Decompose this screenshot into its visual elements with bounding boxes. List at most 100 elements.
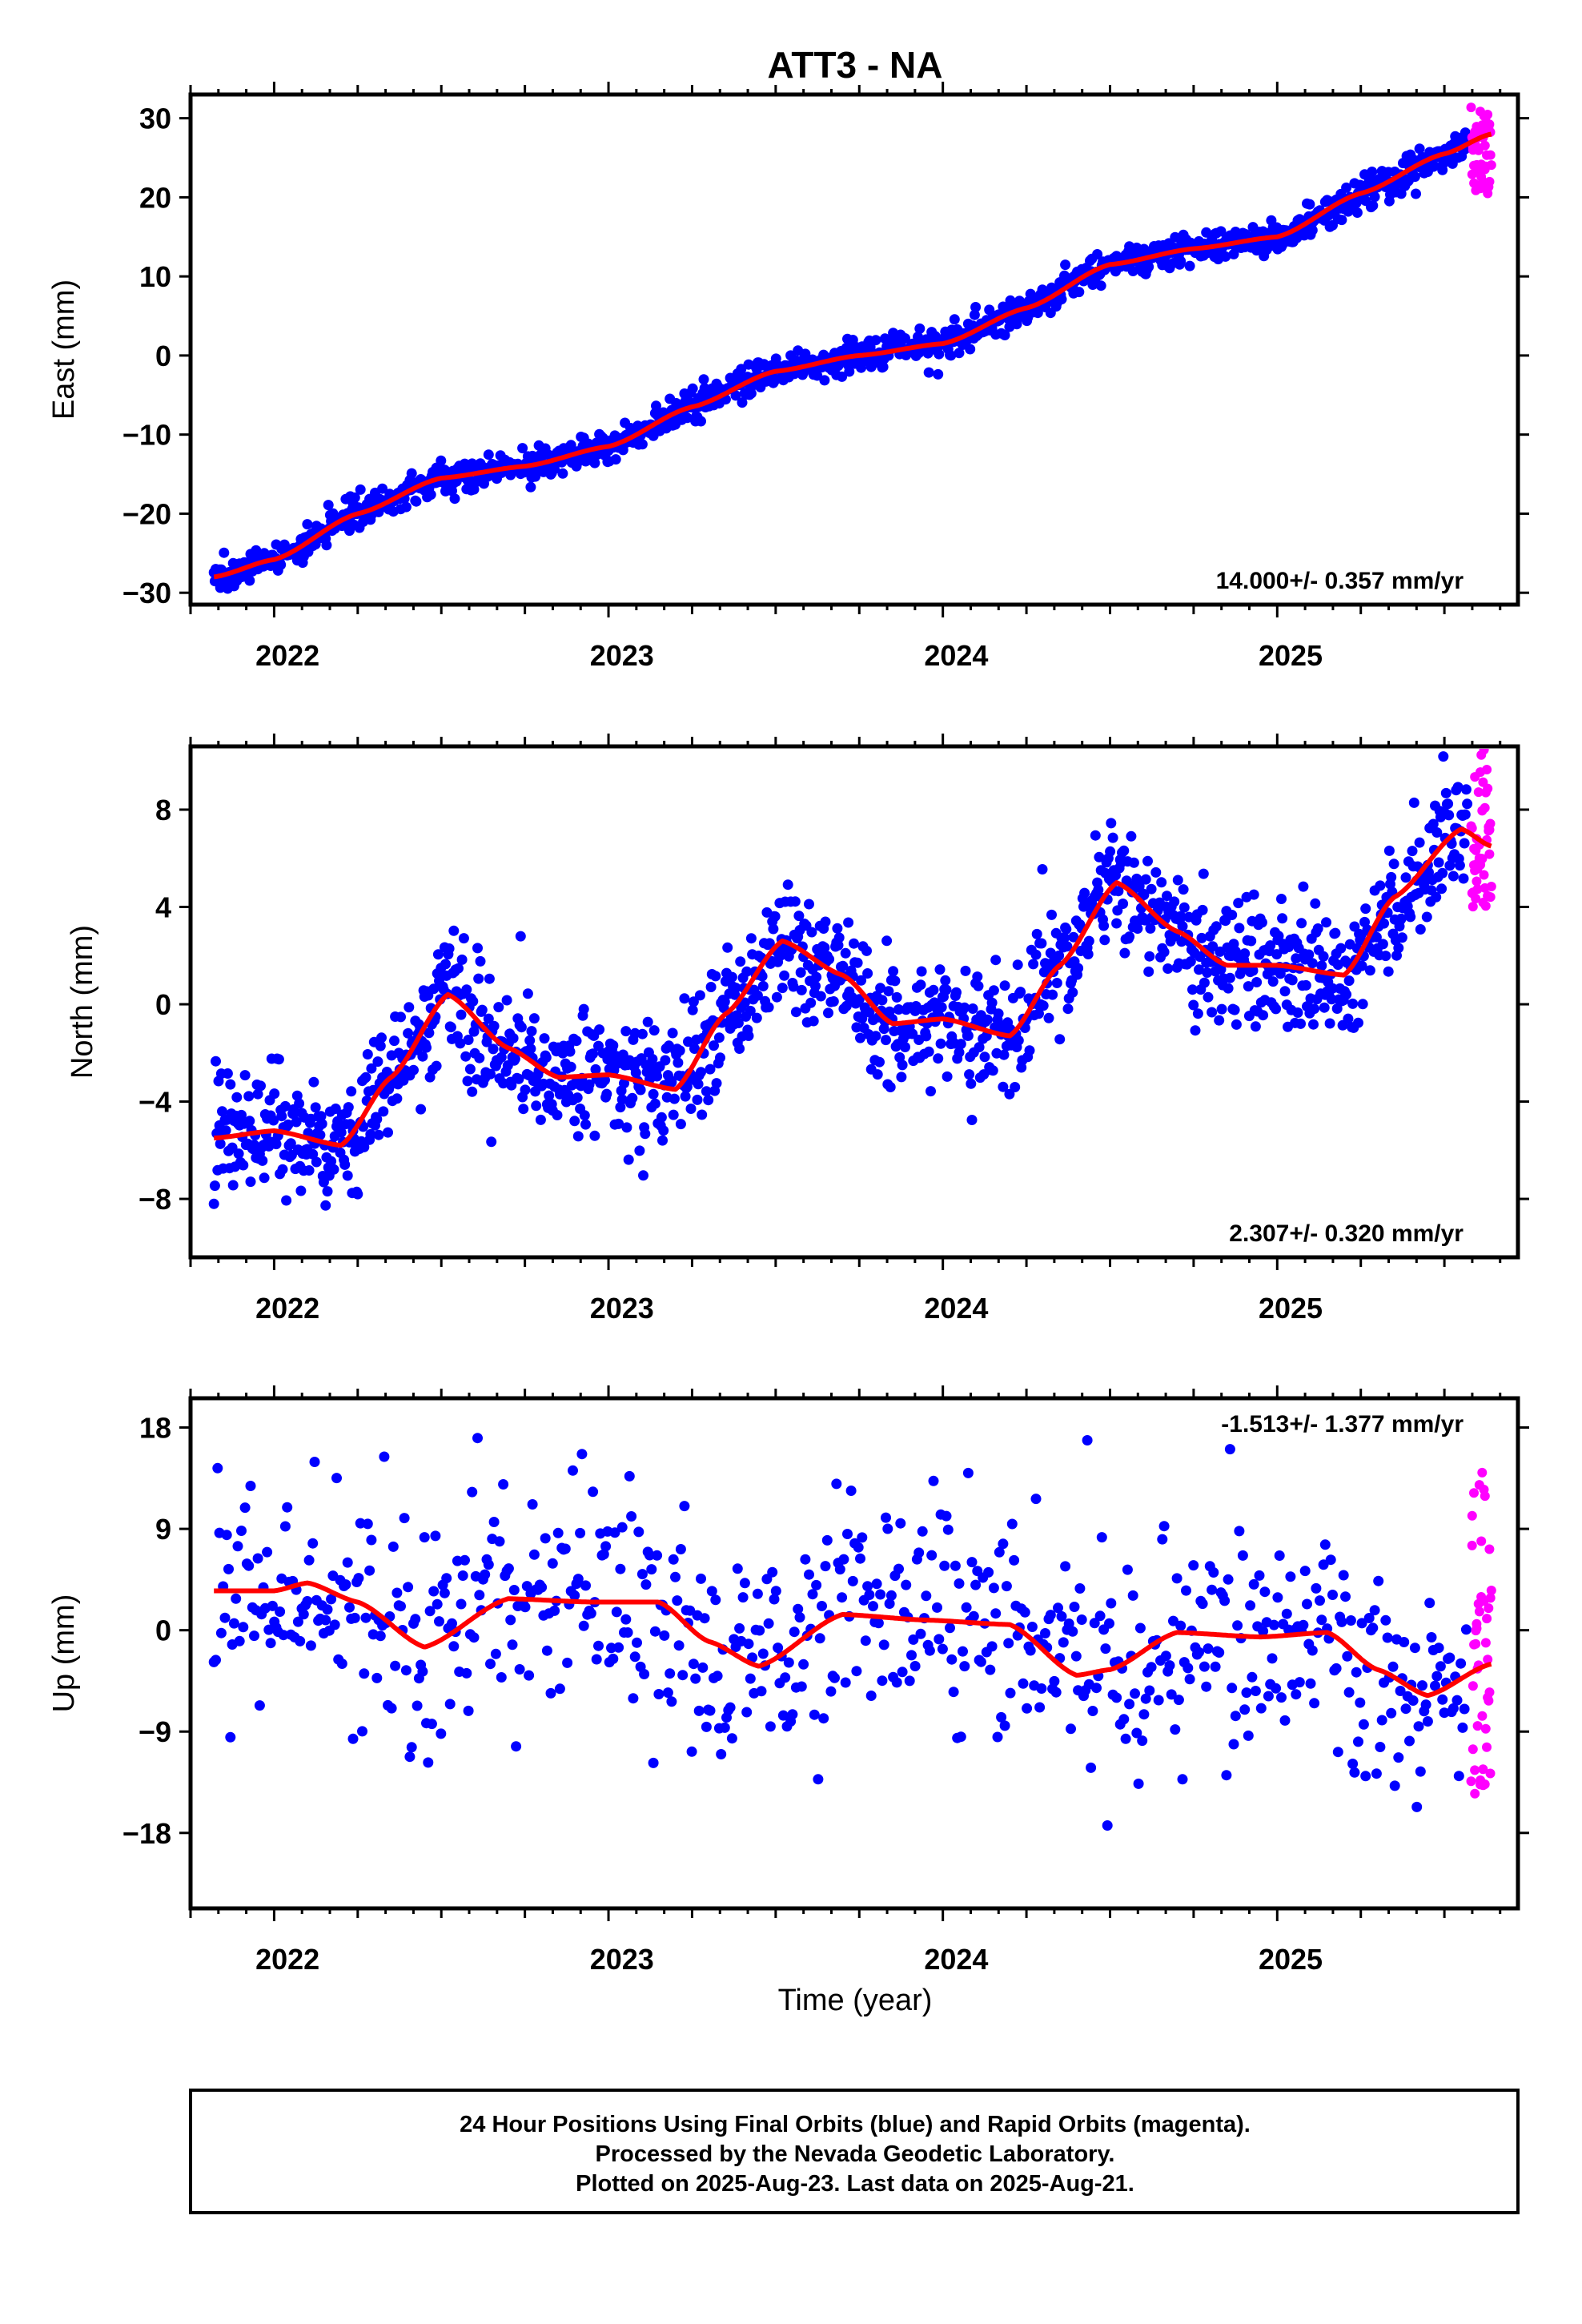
up-final-point <box>1133 1778 1144 1789</box>
up-final-point <box>320 1614 331 1626</box>
up-final-point <box>507 1639 518 1651</box>
east-final-point <box>1351 207 1363 218</box>
north-final-point <box>578 1003 589 1015</box>
up-final-point <box>1120 1733 1131 1744</box>
north-final-point <box>1375 880 1386 891</box>
north-final-point <box>764 938 775 949</box>
up-rapid-point <box>1477 1711 1488 1721</box>
up-final-point <box>396 1601 406 1612</box>
up-final-point <box>1137 1735 1148 1747</box>
north-final-point <box>777 983 788 994</box>
north-final-point <box>885 1082 896 1092</box>
up-final-point <box>1271 1683 1282 1694</box>
up-final-point <box>1453 1771 1464 1782</box>
up-final-point <box>1338 1570 1349 1581</box>
north-final-point <box>1421 911 1432 923</box>
north-final-point <box>833 939 844 951</box>
north-final-point <box>1090 830 1101 841</box>
north-final-point <box>998 1081 1009 1092</box>
up-final-point <box>1130 1688 1140 1699</box>
north-final-point <box>476 1004 488 1015</box>
east-final-point <box>877 361 889 372</box>
up-final-point <box>948 1687 959 1698</box>
up-final-point <box>1168 1615 1178 1626</box>
up-final-point <box>483 1559 494 1570</box>
north-final-point <box>1431 827 1443 838</box>
north-final-point <box>515 931 526 942</box>
north-rapid-point <box>1483 783 1493 794</box>
north-final-point <box>619 1078 629 1089</box>
north-final-point <box>713 1032 725 1043</box>
north-final-point <box>1239 948 1251 959</box>
north-final-point <box>1156 877 1167 888</box>
east-final-point <box>517 443 528 454</box>
north-final-point <box>456 954 468 965</box>
up-final-point <box>1091 1683 1102 1694</box>
east-final-point <box>1127 266 1138 276</box>
up-final-point <box>1146 1662 1157 1673</box>
up-final-point <box>1219 1595 1231 1606</box>
up-final-point <box>673 1640 685 1651</box>
up-final-point <box>878 1639 889 1651</box>
north-final-point <box>421 1042 432 1053</box>
up-final-point <box>818 1713 829 1724</box>
north-final-point <box>962 1030 974 1041</box>
up-final-point <box>1457 1722 1468 1733</box>
up-final-point <box>223 1563 234 1574</box>
north-final-point <box>1187 984 1198 995</box>
up-rapid-point <box>1485 1768 1496 1779</box>
north-ytick-label: 0 <box>155 988 171 1021</box>
east-final-point <box>999 330 1010 340</box>
up-final-point <box>1460 1624 1472 1635</box>
east-final-point <box>483 449 494 460</box>
north-final-point <box>1105 846 1116 857</box>
up-final-point <box>1067 1626 1078 1637</box>
north-final-point <box>307 1148 319 1160</box>
north-rapid-point <box>1486 882 1496 891</box>
north-xtick-label: 2022 <box>255 1292 319 1325</box>
north-final-point <box>458 933 469 944</box>
up-final-point <box>909 1661 921 1671</box>
east-ytick-label: 10 <box>139 260 171 293</box>
up-final-point <box>699 1613 710 1624</box>
up-final-point <box>434 1616 444 1627</box>
north-final-point <box>877 995 888 1006</box>
up-final-point <box>613 1642 624 1653</box>
up-final-point <box>569 1590 580 1601</box>
north-final-point <box>375 1040 386 1051</box>
up-final-point <box>211 1655 221 1666</box>
north-final-point <box>1436 883 1447 895</box>
north-final-point <box>1098 920 1110 931</box>
up-final-point <box>1452 1695 1463 1706</box>
north-final-point <box>322 1186 333 1197</box>
north-final-point <box>403 1027 414 1039</box>
north-final-point <box>701 1086 712 1097</box>
north-final-point <box>705 1063 716 1075</box>
up-final-point <box>668 1554 679 1565</box>
east-xtick-label: 2022 <box>255 639 319 672</box>
up-final-point <box>1353 1736 1363 1747</box>
up-final-point <box>1173 1695 1184 1706</box>
north-final-point <box>431 1060 442 1072</box>
north-rapid-point <box>1471 894 1481 903</box>
north-final-point <box>1162 963 1174 974</box>
north-final-point <box>1216 1003 1227 1015</box>
north-final-point <box>923 1046 934 1057</box>
north-final-point <box>679 993 690 1004</box>
east-final-point <box>549 464 560 474</box>
up-final-point <box>528 1549 540 1560</box>
up-final-point <box>1367 1622 1379 1634</box>
up-final-point <box>881 1512 891 1523</box>
north-final-point <box>635 1084 646 1096</box>
up-final-point <box>503 1563 514 1574</box>
up-final-point <box>1259 1586 1271 1598</box>
east-final-point <box>837 371 848 382</box>
up-final-point <box>1063 1618 1074 1629</box>
north-final-point <box>1024 1045 1035 1056</box>
up-final-point <box>1315 1595 1325 1606</box>
up-final-point <box>1158 1521 1170 1532</box>
up-final-point <box>262 1546 273 1558</box>
up-final-point <box>653 1689 665 1699</box>
north-final-point <box>982 1014 993 1025</box>
north-final-point <box>1142 855 1153 866</box>
